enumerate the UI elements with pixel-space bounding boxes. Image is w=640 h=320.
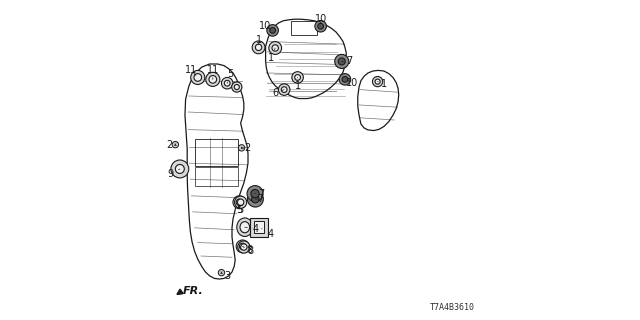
Circle shape [209, 76, 216, 83]
Circle shape [194, 74, 202, 81]
Text: 8: 8 [243, 245, 253, 255]
Text: 2: 2 [242, 143, 250, 153]
Text: 5: 5 [236, 204, 243, 215]
Circle shape [236, 240, 249, 253]
Text: 4: 4 [262, 228, 273, 239]
Circle shape [206, 72, 220, 86]
Text: 5: 5 [237, 204, 244, 215]
Text: 10: 10 [346, 77, 358, 88]
Circle shape [221, 77, 233, 89]
Text: 3: 3 [221, 271, 231, 281]
Circle shape [339, 58, 346, 65]
Circle shape [234, 196, 247, 208]
Circle shape [251, 189, 259, 198]
Text: 1: 1 [378, 79, 387, 89]
Circle shape [267, 25, 278, 36]
Circle shape [292, 72, 303, 83]
Text: 11: 11 [185, 65, 198, 76]
Circle shape [241, 244, 247, 250]
Circle shape [247, 186, 263, 202]
Text: 7: 7 [255, 188, 265, 199]
FancyBboxPatch shape [250, 218, 268, 237]
Circle shape [236, 199, 243, 205]
Circle shape [255, 44, 262, 51]
Circle shape [252, 41, 265, 54]
Circle shape [317, 23, 323, 29]
Circle shape [237, 199, 244, 205]
Text: 11: 11 [207, 65, 219, 79]
Circle shape [372, 76, 383, 87]
Circle shape [269, 42, 282, 54]
Circle shape [248, 191, 264, 207]
Text: 1: 1 [268, 48, 275, 63]
Circle shape [191, 70, 205, 84]
Circle shape [278, 84, 290, 95]
Circle shape [335, 54, 349, 68]
Text: 4: 4 [245, 224, 259, 234]
Ellipse shape [240, 222, 250, 233]
Circle shape [172, 141, 179, 148]
Circle shape [238, 241, 250, 253]
Text: 7: 7 [255, 194, 264, 204]
Circle shape [342, 76, 348, 82]
Circle shape [238, 145, 244, 151]
FancyBboxPatch shape [254, 221, 264, 233]
Circle shape [282, 87, 287, 92]
Circle shape [232, 82, 242, 92]
Text: 2: 2 [166, 140, 175, 150]
Text: 8: 8 [244, 246, 253, 256]
Text: 6: 6 [273, 88, 284, 99]
Circle shape [375, 79, 380, 84]
Text: 1: 1 [255, 35, 262, 45]
Circle shape [295, 75, 301, 80]
Text: 5: 5 [227, 69, 234, 83]
Circle shape [252, 195, 259, 203]
Text: 1: 1 [294, 77, 301, 91]
Circle shape [225, 80, 230, 86]
Circle shape [272, 45, 278, 51]
Circle shape [171, 160, 189, 178]
Circle shape [315, 20, 326, 32]
Text: 10: 10 [259, 20, 271, 31]
Ellipse shape [237, 218, 253, 236]
Text: 10: 10 [314, 14, 327, 24]
Text: 9: 9 [167, 169, 180, 180]
Circle shape [270, 28, 275, 33]
Text: T7A4B3610: T7A4B3610 [430, 303, 475, 312]
Circle shape [239, 243, 246, 250]
Circle shape [233, 196, 246, 209]
Circle shape [234, 84, 239, 90]
Text: FR.: FR. [183, 286, 204, 296]
Circle shape [218, 269, 225, 276]
Circle shape [175, 164, 184, 173]
Circle shape [339, 74, 351, 85]
Text: 7: 7 [342, 56, 353, 67]
